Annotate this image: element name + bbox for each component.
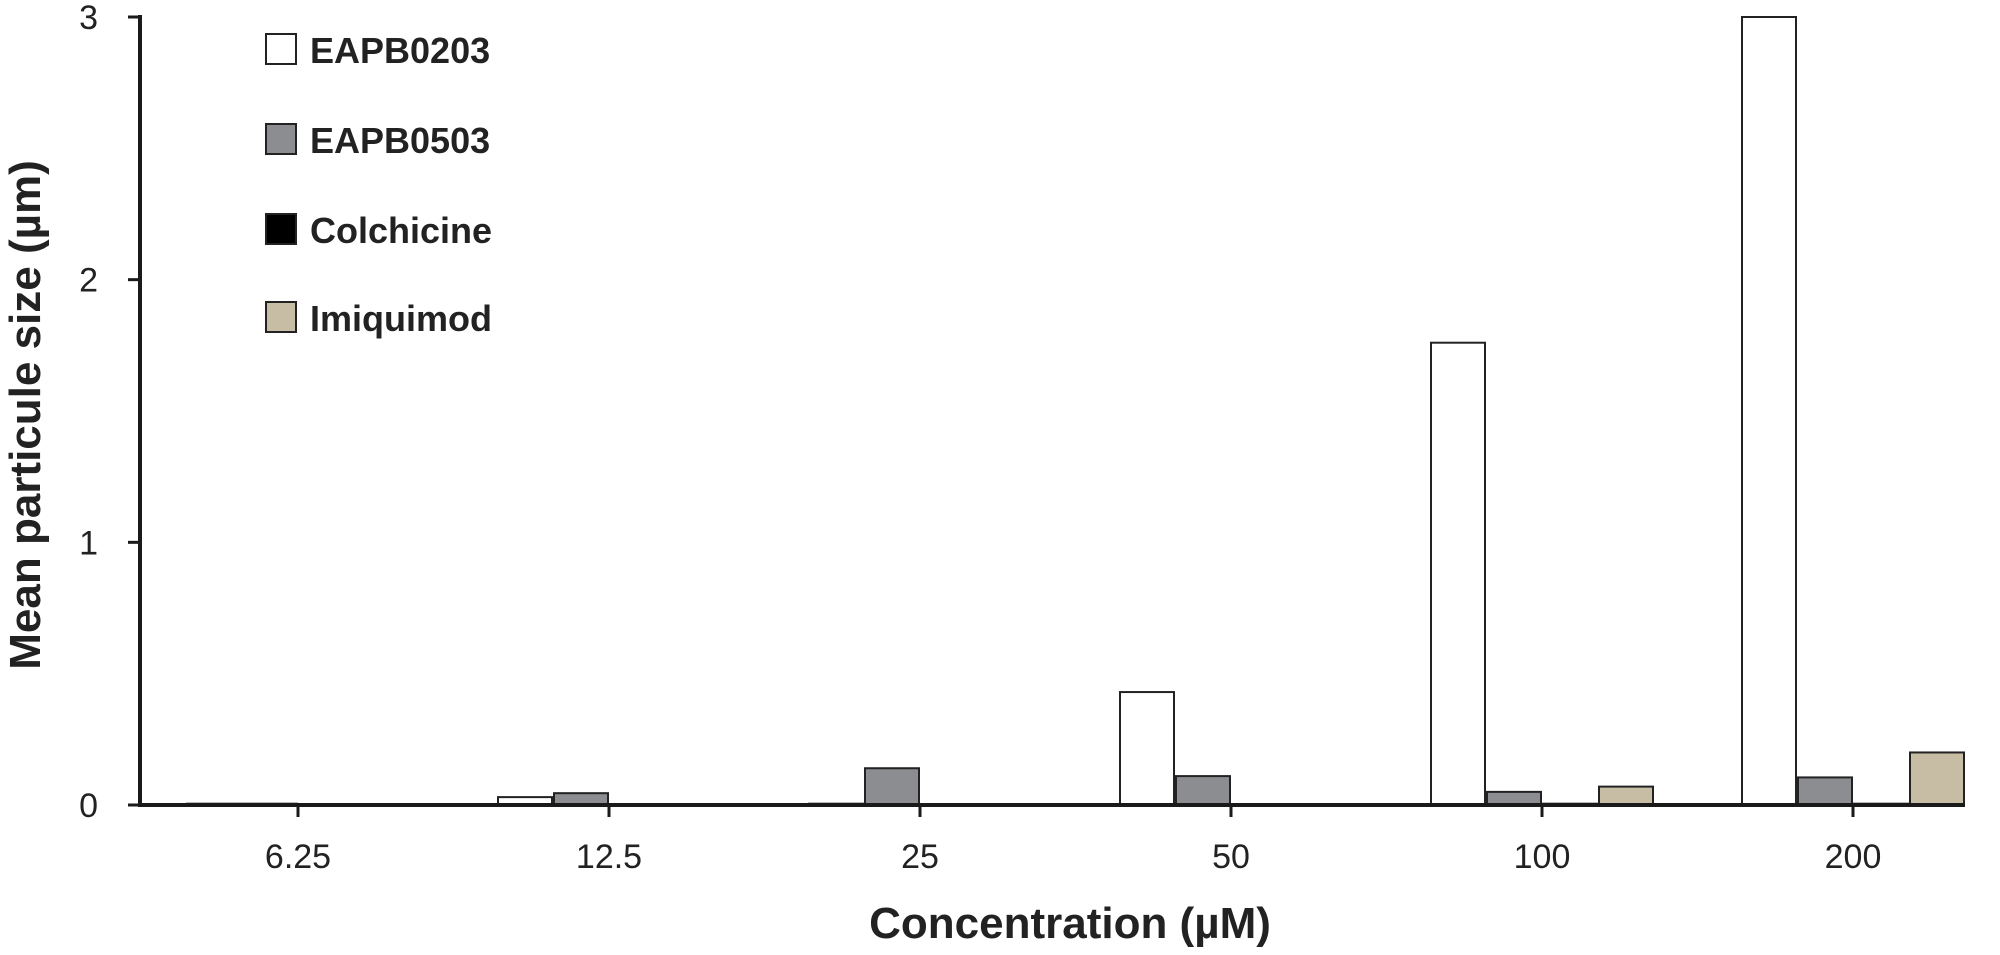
- legend: EAPB0203 EAPB0503 Colchicine Imiquimod: [265, 30, 492, 339]
- legend-label: EAPB0503: [310, 120, 490, 161]
- x-axis-title: Concentration (µM): [869, 899, 1271, 948]
- bar-eapb0503-200: [1797, 776, 1853, 806]
- x-tick-label: 50: [1212, 838, 1250, 876]
- y-tick-label: 0: [79, 787, 98, 825]
- y-tick-label: 1: [79, 524, 98, 562]
- bar-imiquimod-100: [1598, 785, 1654, 807]
- y-axis-title: Mean particule size (µm): [1, 160, 50, 669]
- bar-imiquimod-200: [1909, 751, 1965, 807]
- bar-eapb0203-200: [1741, 16, 1797, 806]
- bar-eapb0203-50: [1119, 691, 1175, 807]
- legend-label: Imiquimod: [310, 298, 492, 339]
- x-tick-label: 100: [1514, 838, 1571, 876]
- bars-group: [186, 16, 1965, 807]
- legend-swatch: [265, 33, 297, 65]
- legend-swatch: [265, 123, 297, 155]
- y-ticks-group: 0 1 2 3: [79, 0, 140, 825]
- x-tick-label: 6.25: [265, 838, 331, 876]
- y-tick-label: 3: [79, 0, 98, 37]
- bar-eapb0203-100: [1430, 341, 1486, 806]
- legend-swatch: [265, 301, 297, 333]
- legend-swatch: [265, 213, 297, 245]
- x-tick-label: 200: [1825, 838, 1882, 876]
- legend-label: Colchicine: [310, 210, 492, 251]
- x-tick-label: 12.5: [576, 838, 642, 876]
- bar-eapb0503-50: [1175, 775, 1231, 807]
- x-ticks-group: 6.25 12.5 25 50 100 200: [265, 805, 1881, 876]
- legend-label: EAPB0203: [310, 30, 490, 71]
- bar-eapb0503-25: [864, 767, 920, 807]
- y-tick-label: 2: [79, 262, 98, 300]
- x-tick-label: 25: [901, 838, 939, 876]
